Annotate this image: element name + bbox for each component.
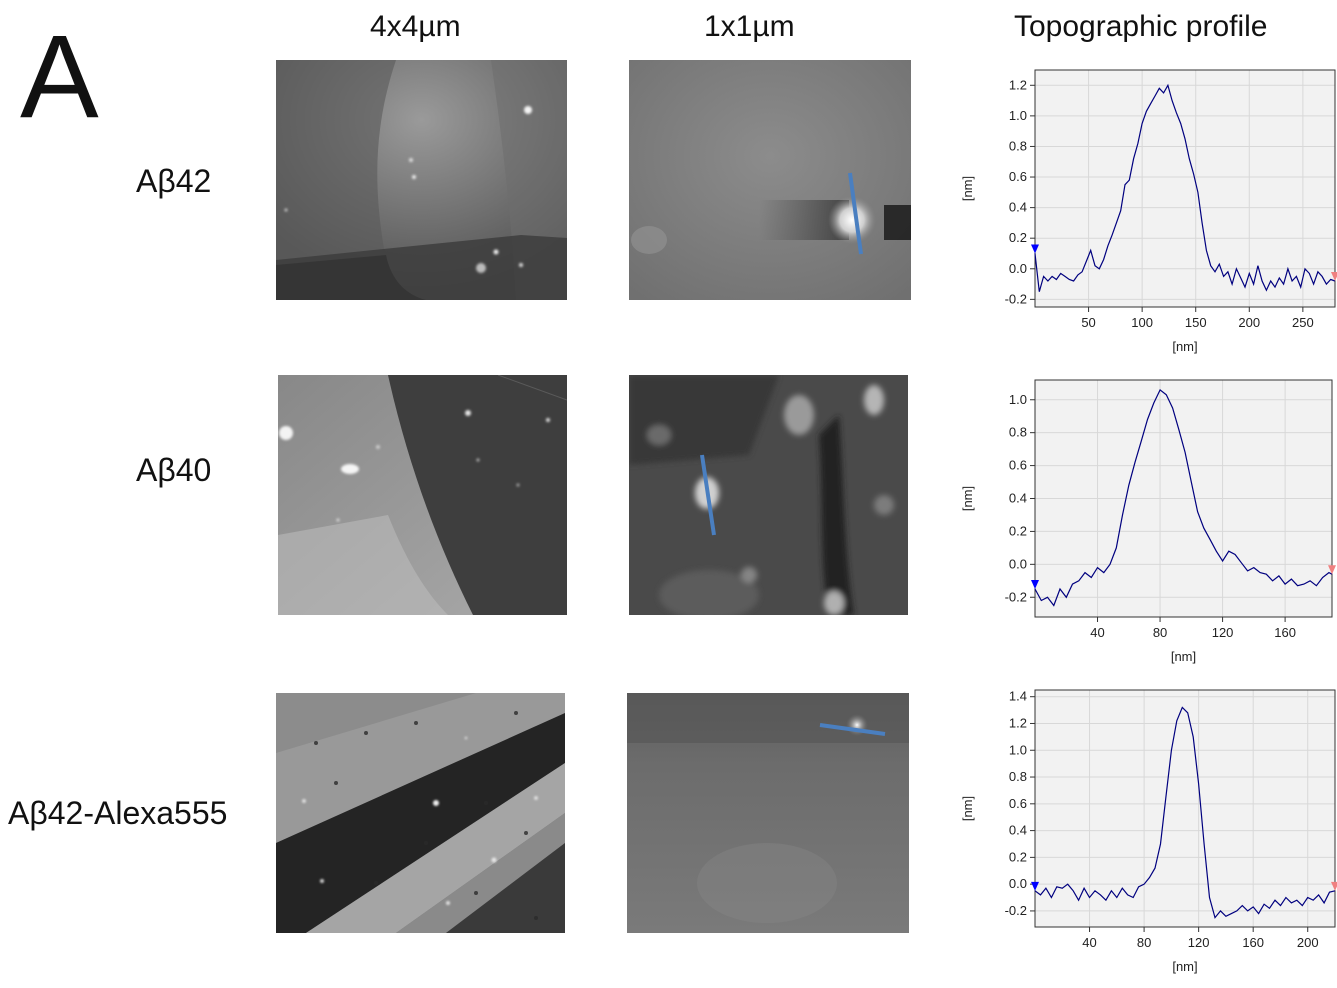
y-axis-label: [nm] bbox=[960, 176, 975, 201]
plot-frame bbox=[1034, 379, 1333, 618]
y-tick-label: 1.2 bbox=[1009, 77, 1027, 92]
column-header-1x1: 1x1µm bbox=[704, 10, 795, 43]
afm-image-ab42-alexa555-1x1 bbox=[627, 693, 909, 933]
y-tick-label: 0.2 bbox=[1009, 230, 1027, 245]
profile-chart-ab42-alexa555: 40 80 120 160 200 -0.2 0.0 0.2 0.4 0.6 0.8 1.0 1.2 1.… bbox=[960, 689, 1337, 974]
y-tick-label: 1.0 bbox=[1009, 108, 1027, 123]
section-line bbox=[819, 723, 886, 736]
y-tick-label: 0.2 bbox=[1009, 849, 1027, 864]
x-axis-label: [nm] bbox=[1172, 339, 1197, 354]
section-line bbox=[700, 454, 716, 536]
profile-line bbox=[1034, 388, 1333, 607]
plot-frame bbox=[1034, 689, 1336, 928]
y-tick-label: -0.2 bbox=[1005, 903, 1027, 918]
column-header-profile: Topographic profile bbox=[1014, 10, 1268, 43]
y-tick-label: 0.4 bbox=[1009, 823, 1027, 838]
y-tick-label: 0.8 bbox=[1009, 425, 1027, 440]
y-tick-label: 0.6 bbox=[1009, 458, 1027, 473]
y-tick-label: 0.0 bbox=[1009, 876, 1027, 891]
row-label-ab42: Aβ42 bbox=[136, 163, 212, 199]
profile-line bbox=[1034, 83, 1336, 292]
y-tick-label: 0.6 bbox=[1009, 796, 1027, 811]
left-marker-icon bbox=[1031, 881, 1039, 891]
y-tick-label: 0.0 bbox=[1009, 261, 1027, 276]
x-tick-label: 150 bbox=[1185, 315, 1207, 330]
y-tick-label: 1.0 bbox=[1009, 392, 1027, 407]
section-line bbox=[848, 172, 863, 255]
y-tick-label: -0.2 bbox=[1005, 589, 1027, 604]
column-header-4x4: 4x4µm bbox=[370, 10, 461, 43]
afm-image-ab42-4x4 bbox=[276, 60, 567, 300]
row-label-ab40: Aβ40 bbox=[136, 452, 212, 488]
plot-area bbox=[1035, 70, 1335, 307]
plot-area bbox=[1035, 690, 1335, 927]
right-marker-icon bbox=[1331, 881, 1337, 891]
x-axis-label: [nm] bbox=[1172, 959, 1197, 974]
x-axis-label: [nm] bbox=[1171, 649, 1196, 664]
x-tick-label: 200 bbox=[1238, 315, 1260, 330]
y-tick-label: 0.2 bbox=[1009, 523, 1027, 538]
afm-image-ab42-alexa555-4x4 bbox=[276, 693, 565, 933]
y-tick-label: 0.0 bbox=[1009, 556, 1027, 571]
x-tick-label: 160 bbox=[1242, 935, 1264, 950]
plot-frame bbox=[1034, 69, 1336, 308]
x-tick-label: 40 bbox=[1082, 935, 1096, 950]
afm-image-ab40-4x4 bbox=[278, 375, 567, 615]
y-tick-label: 0.4 bbox=[1009, 491, 1027, 506]
afm-image-ab42-1x1 bbox=[629, 60, 911, 300]
left-marker-icon bbox=[1031, 580, 1039, 590]
x-tick-label: 50 bbox=[1081, 315, 1095, 330]
profile-chart-ab42: 50 100 150 200 250 -0.2 0.0 0.2 0.4 0.6 0.8 1.0 1.2 [… bbox=[960, 69, 1337, 354]
x-tick-label: 200 bbox=[1297, 935, 1319, 950]
x-tick-label: 40 bbox=[1090, 625, 1104, 640]
y-tick-label: 0.6 bbox=[1009, 169, 1027, 184]
y-axis-label: [nm] bbox=[960, 486, 975, 511]
y-tick-label: -0.2 bbox=[1005, 291, 1027, 306]
profile-line bbox=[1034, 706, 1336, 919]
profile-chart-ab40: 40 80 120 160 -0.2 0.0 0.2 0.4 0.6 0.8 1.0 [nm] [nm] bbox=[960, 379, 1336, 664]
y-tick-label: 0.8 bbox=[1009, 138, 1027, 153]
right-marker-icon bbox=[1331, 272, 1337, 282]
row-label-ab42-alexa555: Aβ42-Alexa555 bbox=[8, 795, 228, 831]
x-tick-label: 100 bbox=[1131, 315, 1153, 330]
x-tick-label: 120 bbox=[1212, 625, 1234, 640]
y-tick-label: 0.8 bbox=[1009, 769, 1027, 784]
afm-image-ab40-1x1 bbox=[629, 375, 908, 615]
y-axis-label: [nm] bbox=[960, 796, 975, 821]
x-tick-label: 80 bbox=[1153, 625, 1167, 640]
panel-letter: A bbox=[20, 11, 99, 143]
right-marker-icon bbox=[1328, 565, 1336, 575]
x-tick-label: 250 bbox=[1292, 315, 1314, 330]
y-tick-label: 1.0 bbox=[1009, 742, 1027, 757]
y-tick-label: 0.4 bbox=[1009, 200, 1027, 215]
y-tick-label: 1.4 bbox=[1009, 689, 1027, 704]
x-tick-label: 80 bbox=[1137, 935, 1151, 950]
y-tick-label: 1.2 bbox=[1009, 715, 1027, 730]
x-tick-label: 120 bbox=[1188, 935, 1210, 950]
x-tick-label: 160 bbox=[1274, 625, 1296, 640]
left-marker-icon bbox=[1031, 244, 1039, 254]
